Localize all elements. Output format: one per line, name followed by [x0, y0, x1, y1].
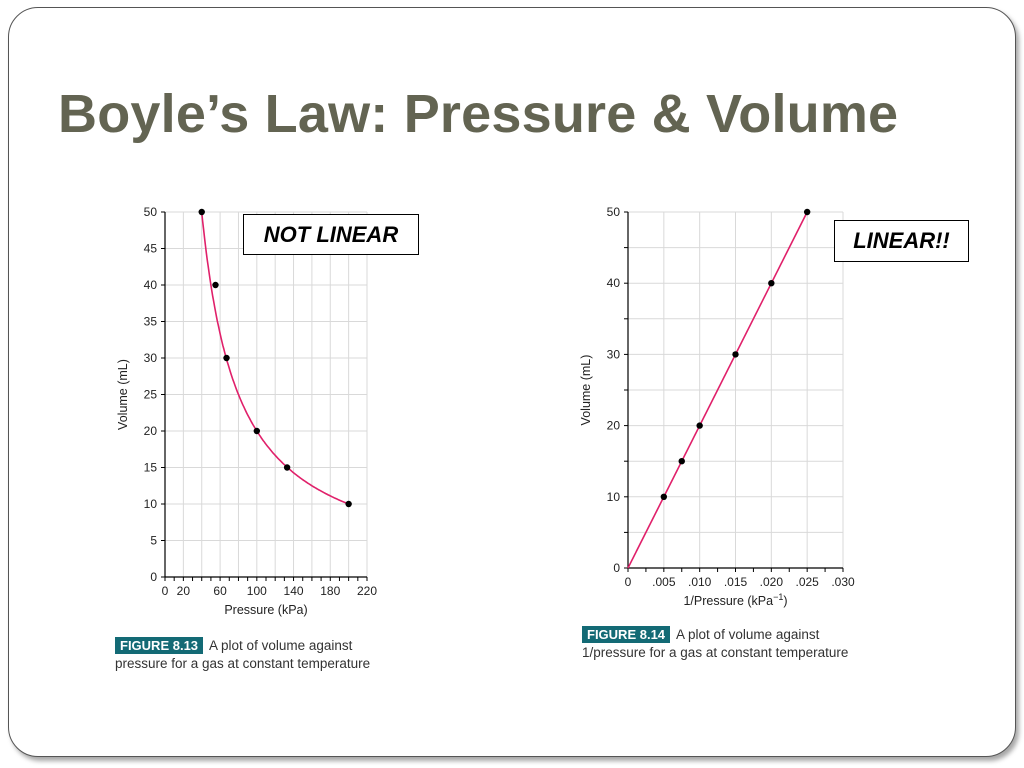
x-tick-label: .020 [760, 575, 784, 589]
y-tick-label: 40 [144, 278, 158, 292]
y-tick-label: 10 [607, 490, 621, 504]
caption-figure-8-14: FIGURE 8.14 A plot of volume against 1/pr… [582, 626, 848, 662]
data-point [212, 281, 219, 289]
y-tick-label: 0 [613, 561, 620, 575]
x-tick-label: 220 [357, 584, 377, 598]
slide-title: Boyle’s Law: Pressure & Volume [58, 84, 899, 144]
x-tick-label: 180 [320, 584, 340, 598]
x-tick-label: 100 [247, 584, 267, 598]
x-tick-label: .010 [688, 575, 712, 589]
x-axis-label: Pressure (kPa) [224, 603, 307, 617]
x-tick-label: .015 [724, 575, 748, 589]
x-axis-label-superscript: −1 [773, 592, 783, 602]
x-tick-label: .005 [652, 575, 676, 589]
x-tick-label: 20 [177, 584, 191, 598]
y-tick-label: 25 [144, 388, 158, 402]
y-tick-label: 30 [607, 347, 621, 361]
data-point [283, 464, 291, 471]
y-tick-label: 50 [144, 205, 158, 219]
figure-tag-left: FIGURE 8.13 [115, 637, 204, 654]
data-point [803, 208, 811, 216]
x-tick-label: .030 [831, 575, 855, 589]
x-axis-label: 1/Pressure (kPa−1) [683, 592, 787, 608]
data-point [345, 500, 352, 508]
y-tick-label: 5 [150, 534, 157, 548]
x-tick-label: 0 [162, 584, 169, 598]
y-tick-label: 20 [144, 424, 158, 438]
data-point [198, 208, 205, 216]
x-tick-label: .025 [795, 575, 819, 589]
x-tick-label: 140 [284, 584, 304, 598]
trend-line [627, 211, 808, 569]
figure-tag-right: FIGURE 8.14 [582, 626, 671, 643]
y-tick-label: 35 [144, 315, 158, 329]
y-tick-label: 10 [144, 497, 158, 511]
data-point [660, 493, 668, 500]
caption-left-line1: A plot of volume against [209, 638, 353, 653]
x-axis-label-suffix: ) [783, 594, 787, 608]
y-tick-label: 15 [144, 461, 158, 475]
caption-right-line1: A plot of volume against [676, 627, 820, 642]
callout-not-linear: NOT LINEAR [243, 214, 419, 255]
y-tick-label: 45 [144, 242, 158, 256]
data-point [768, 280, 775, 287]
data-point [253, 427, 261, 435]
x-tick-label: 0 [625, 575, 632, 589]
y-tick-label: 40 [607, 276, 621, 290]
y-tick-label: 0 [150, 570, 157, 584]
slide-frame [8, 7, 1016, 757]
y-axis-label: Volume (mL) [579, 355, 593, 426]
x-tick-label: 60 [213, 584, 227, 598]
caption-left-line2: pressure for a gas at constant temperatu… [115, 656, 371, 671]
caption-figure-8-13: FIGURE 8.13 A plot of volume against pres… [115, 637, 370, 673]
data-point [696, 422, 703, 429]
data-point [732, 351, 739, 358]
y-axis-label: Volume (mL) [116, 359, 130, 430]
y-tick-label: 20 [607, 419, 621, 433]
data-point [678, 458, 685, 465]
y-tick-label: 50 [607, 205, 621, 219]
caption-right-line2: 1/pressure for a gas at constant tempera… [582, 645, 849, 660]
y-tick-label: 30 [144, 351, 158, 365]
callout-linear: LINEAR!! [834, 220, 969, 262]
data-point [223, 354, 230, 362]
